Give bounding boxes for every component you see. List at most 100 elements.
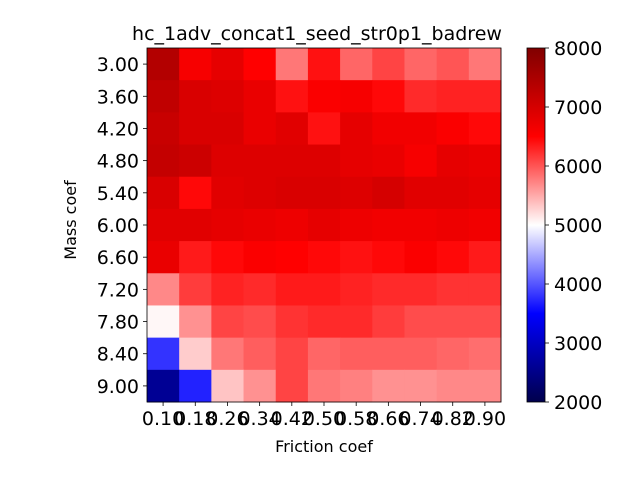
heatmap-cell (179, 337, 212, 371)
heatmap-cell (372, 369, 405, 403)
colorbar-tick-label: 5000 (554, 215, 602, 237)
heatmap-cell (372, 176, 405, 210)
heatmap-cell (404, 369, 438, 403)
heatmap-cell (404, 273, 438, 306)
heatmap-cell (147, 208, 180, 242)
heatmap-cell (404, 176, 438, 210)
y-tick-label: 6.60 (97, 247, 139, 269)
heatmap-cell (468, 48, 502, 81)
heatmap-cell (404, 112, 438, 146)
x-tick-label: 0.58 (335, 408, 377, 430)
heatmap-cell (340, 144, 373, 178)
x-tick-label: 0.66 (367, 408, 409, 430)
y-tick-label: 3.00 (97, 54, 139, 76)
heatmap-cell (340, 80, 373, 113)
heatmap-cell (404, 48, 438, 81)
heatmap-cell (243, 337, 277, 371)
x-tick-label: 0.10 (142, 408, 184, 430)
x-tick-label: 0.90 (464, 408, 506, 430)
y-axis-label: Mass coef (61, 180, 80, 260)
heatmap-cell (179, 208, 212, 242)
heatmap-cell (307, 176, 341, 210)
heatmap-cell (275, 305, 309, 339)
heatmap-cell (404, 144, 438, 178)
heatmap-cell (307, 144, 341, 178)
x-tick-label: 0.26 (206, 408, 248, 430)
colorbar-tick-label: 4000 (554, 274, 602, 296)
heatmap-cell (468, 369, 502, 403)
heatmap-cell (275, 208, 309, 242)
heatmap-cell (211, 273, 245, 306)
y-tick-label: 9.00 (97, 376, 139, 398)
heatmap-cell (211, 241, 245, 274)
heatmap-cell (275, 80, 309, 113)
heatmap-cell (275, 273, 309, 306)
heatmap-cell (372, 144, 405, 178)
heatmap-cell (372, 80, 405, 113)
heatmap-cell (436, 241, 470, 274)
heatmap-cell (436, 369, 470, 403)
heatmap-cell (211, 337, 245, 371)
heatmap-cell (404, 305, 438, 339)
heatmap-cell (243, 305, 277, 339)
colorbar-tick-label: 2000 (554, 392, 602, 414)
heatmap-cell (307, 369, 341, 403)
heatmap-cell (436, 305, 470, 339)
heatmap-cell (211, 305, 245, 339)
heatmap-cell (147, 48, 180, 81)
colorbar: 2000 3000 4000 5000 6000 7000 8000 (526, 38, 602, 414)
heatmap-cell (211, 112, 245, 146)
x-axis-label: Friction coef (275, 437, 373, 456)
heatmap-cell (468, 337, 502, 371)
heatmap-cell (275, 144, 309, 178)
heatmap-cell (372, 273, 405, 306)
y-tick-label: 3.60 (97, 86, 139, 108)
heatmap-cell (275, 241, 309, 274)
heatmap-cell (436, 144, 470, 178)
heatmap-cell (468, 80, 502, 113)
heatmap-cell (275, 112, 309, 146)
x-tick-label: 0.74 (399, 408, 441, 430)
heatmap-cell (243, 144, 277, 178)
heatmap-cell (243, 369, 277, 403)
colorbar-tick-label: 7000 (554, 97, 602, 119)
heatmap-cell (179, 305, 212, 339)
heatmap-cell (436, 337, 470, 371)
y-axis-ticks: 3.00 3.60 4.20 4.80 5.40 6.00 6.60 7.20 7.80 8.40… (97, 54, 147, 398)
y-tick-label: 4.20 (97, 118, 139, 140)
heatmap-cell (307, 48, 341, 81)
heatmap-cell (211, 144, 245, 178)
heatmap-cell (243, 80, 277, 113)
heatmap-cell (147, 369, 180, 403)
heatmap-cell (307, 112, 341, 146)
heatmap-cell (340, 112, 373, 146)
heatmap-cell (307, 80, 341, 113)
heatmap-cell (340, 369, 373, 403)
heatmap-cell (340, 48, 373, 81)
heatmap-cell (179, 80, 212, 113)
heatmap-cell (179, 273, 212, 306)
x-tick-label: 0.42 (271, 408, 313, 430)
heatmap-cell (372, 48, 405, 81)
heatmap-cell (211, 80, 245, 113)
heatmap-cell (243, 48, 277, 81)
heatmap-cell (436, 176, 470, 210)
heatmap-cell (275, 337, 309, 371)
heatmap-cell (307, 241, 341, 274)
x-axis-ticks: 0.100.180.260.340.420.500.580.660.740.82… (142, 402, 506, 430)
heatmap-cell (147, 176, 180, 210)
y-tick-label: 5.40 (97, 183, 139, 205)
heatmap-cell (147, 144, 180, 178)
y-tick-label: 7.80 (97, 312, 139, 334)
heatmap-cell (340, 241, 373, 274)
heatmap-cell (307, 273, 341, 306)
heatmap-cell (275, 369, 309, 403)
heatmap-cell (243, 273, 277, 306)
heatmap-cell (179, 369, 212, 403)
heatmap-cell (340, 273, 373, 306)
heatmap-cell (179, 48, 212, 81)
heatmap-cell (372, 337, 405, 371)
heatmap-cell (340, 305, 373, 339)
heatmap-cell (468, 241, 502, 274)
